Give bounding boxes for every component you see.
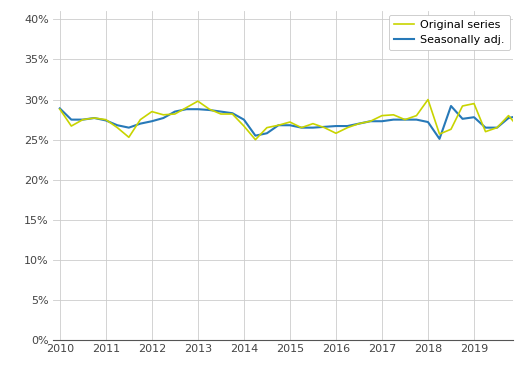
Original series <box>114 125 121 130</box>
Original series <box>321 125 327 130</box>
Legend: Original series, Seasonally adj.: Original series, Seasonally adj. <box>389 15 510 50</box>
Original series <box>126 135 132 139</box>
Seasonally adj. <box>195 107 201 112</box>
Original series <box>229 112 235 116</box>
Original series <box>172 112 178 116</box>
Seasonally adj. <box>264 131 270 136</box>
Seasonally adj. <box>436 136 443 141</box>
Original series <box>344 125 351 130</box>
Original series <box>379 113 385 118</box>
Original series <box>356 121 362 126</box>
Original series <box>471 101 477 106</box>
Seasonally adj. <box>241 117 247 122</box>
Original series <box>206 107 213 112</box>
Original series <box>298 125 305 130</box>
Original series <box>517 127 523 132</box>
Original series <box>390 113 397 117</box>
Seasonally adj. <box>160 116 167 120</box>
Seasonally adj. <box>390 117 397 122</box>
Seasonally adj. <box>471 115 477 119</box>
Seasonally adj. <box>206 108 213 112</box>
Original series <box>402 117 408 122</box>
Seasonally adj. <box>183 107 189 112</box>
Original series <box>57 107 63 112</box>
Original series <box>68 124 75 128</box>
Original series <box>436 132 443 136</box>
Seasonally adj. <box>494 125 500 130</box>
Seasonally adj. <box>367 119 373 124</box>
Seasonally adj. <box>344 124 351 128</box>
Seasonally adj. <box>137 121 143 126</box>
Line: Original series: Original series <box>60 99 529 140</box>
Seasonally adj. <box>126 125 132 130</box>
Original series <box>528 109 529 114</box>
Original series <box>425 97 431 102</box>
Original series <box>505 113 512 118</box>
Original series <box>264 125 270 130</box>
Seasonally adj. <box>528 111 529 115</box>
Seasonally adj. <box>333 124 339 128</box>
Seasonally adj. <box>310 125 316 130</box>
Seasonally adj. <box>298 125 305 130</box>
Seasonally adj. <box>172 109 178 114</box>
Original series <box>218 112 224 116</box>
Seasonally adj. <box>413 117 419 122</box>
Seasonally adj. <box>517 113 523 118</box>
Seasonally adj. <box>321 125 327 129</box>
Seasonally adj. <box>402 117 408 122</box>
Seasonally adj. <box>287 123 293 127</box>
Seasonally adj. <box>80 117 86 122</box>
Seasonally adj. <box>448 104 454 108</box>
Seasonally adj. <box>218 109 224 114</box>
Seasonally adj. <box>505 116 512 120</box>
Original series <box>252 138 259 142</box>
Seasonally adj. <box>229 111 235 115</box>
Original series <box>459 104 466 108</box>
Original series <box>137 117 143 122</box>
Original series <box>149 109 155 114</box>
Original series <box>494 125 500 130</box>
Seasonally adj. <box>482 125 489 130</box>
Seasonally adj. <box>68 117 75 122</box>
Original series <box>333 131 339 136</box>
Line: Seasonally adj.: Seasonally adj. <box>60 106 529 139</box>
Original series <box>482 129 489 134</box>
Seasonally adj. <box>459 116 466 121</box>
Original series <box>160 113 167 117</box>
Original series <box>413 113 419 118</box>
Original series <box>448 127 454 132</box>
Seasonally adj. <box>114 123 121 127</box>
Original series <box>195 99 201 104</box>
Seasonally adj. <box>57 106 63 111</box>
Original series <box>275 123 281 127</box>
Seasonally adj. <box>425 120 431 124</box>
Original series <box>241 124 247 128</box>
Seasonally adj. <box>252 133 259 138</box>
Seasonally adj. <box>149 119 155 124</box>
Original series <box>183 105 189 110</box>
Original series <box>310 121 316 126</box>
Seasonally adj. <box>356 121 362 126</box>
Original series <box>367 119 373 124</box>
Original series <box>103 117 109 122</box>
Original series <box>91 116 97 120</box>
Seasonally adj. <box>275 123 281 127</box>
Original series <box>287 120 293 124</box>
Seasonally adj. <box>379 119 385 124</box>
Seasonally adj. <box>103 118 109 123</box>
Seasonally adj. <box>91 116 97 120</box>
Original series <box>80 117 86 122</box>
